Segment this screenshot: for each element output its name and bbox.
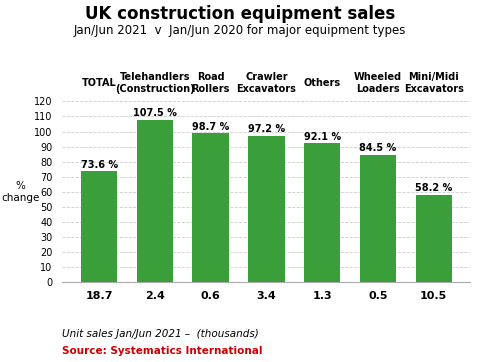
Text: 3.4: 3.4 <box>256 291 276 301</box>
Y-axis label: %
change: % change <box>1 181 39 203</box>
Text: UK construction equipment sales: UK construction equipment sales <box>85 5 395 24</box>
Bar <box>137 120 173 282</box>
Bar <box>304 143 340 282</box>
Bar <box>360 155 396 282</box>
Text: Road
Rollers: Road Rollers <box>192 72 230 94</box>
Text: 98.7 %: 98.7 % <box>192 122 229 132</box>
Text: Jan/Jun 2021  v  Jan/Jun 2020 for major equipment types: Jan/Jun 2021 v Jan/Jun 2020 for major eq… <box>74 24 406 37</box>
Text: 18.7: 18.7 <box>85 291 113 301</box>
Text: Wheeled
Loaders: Wheeled Loaders <box>354 72 402 94</box>
Text: 58.2 %: 58.2 % <box>415 183 452 193</box>
Text: Source: Systematics International: Source: Systematics International <box>62 346 263 356</box>
Text: 10.5: 10.5 <box>420 291 447 301</box>
Text: 1.3: 1.3 <box>312 291 332 301</box>
Text: 92.1 %: 92.1 % <box>304 132 341 142</box>
Bar <box>192 134 229 282</box>
Text: 0.5: 0.5 <box>368 291 388 301</box>
Text: 73.6 %: 73.6 % <box>81 160 118 169</box>
Bar <box>416 195 452 282</box>
Text: Telehandlers
(Construction): Telehandlers (Construction) <box>115 72 195 94</box>
Bar <box>81 171 117 282</box>
Text: Mini/Midi
Excavators: Mini/Midi Excavators <box>404 72 464 94</box>
Text: 84.5 %: 84.5 % <box>360 143 396 153</box>
Text: TOTAL: TOTAL <box>82 78 117 88</box>
Bar <box>248 136 285 282</box>
Text: Others: Others <box>304 78 341 88</box>
Text: 0.6: 0.6 <box>201 291 220 301</box>
Text: 107.5 %: 107.5 % <box>133 108 177 118</box>
Text: 2.4: 2.4 <box>145 291 165 301</box>
Text: Unit sales Jan/Jun 2021 –  (thousands): Unit sales Jan/Jun 2021 – (thousands) <box>62 329 259 340</box>
Text: 97.2 %: 97.2 % <box>248 124 285 134</box>
Text: Crawler
Excavators: Crawler Excavators <box>237 72 296 94</box>
